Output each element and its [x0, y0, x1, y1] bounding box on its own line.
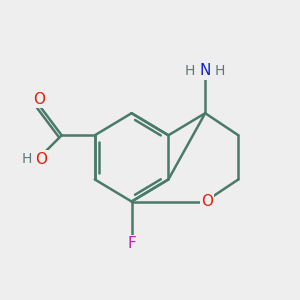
- Text: H: H: [184, 64, 195, 78]
- Text: O: O: [34, 92, 46, 107]
- Text: N: N: [200, 63, 211, 78]
- Text: O: O: [35, 152, 47, 167]
- Text: O: O: [201, 194, 213, 209]
- Text: F: F: [127, 236, 136, 251]
- Text: H: H: [215, 64, 225, 78]
- Text: H: H: [22, 152, 32, 166]
